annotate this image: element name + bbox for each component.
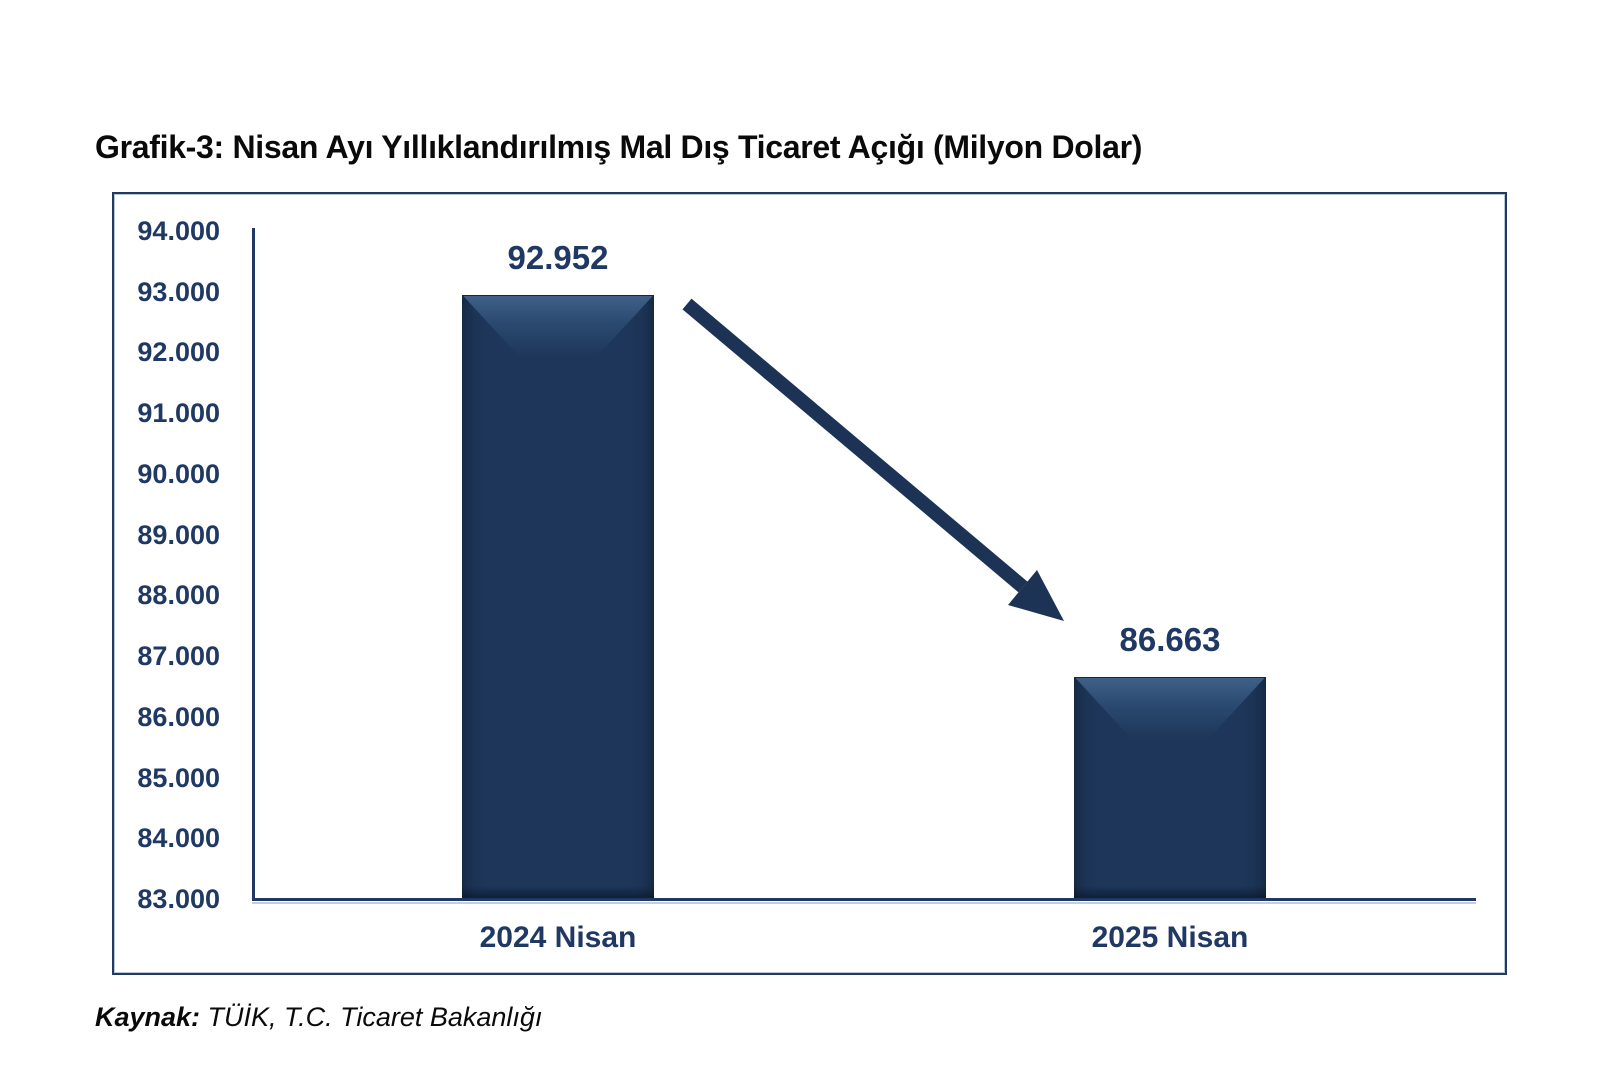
x-axis-line	[252, 898, 1476, 901]
y-tick-label-84-000: 84.000	[137, 823, 220, 854]
y-tick-label-91-000: 91.000	[137, 398, 220, 429]
y-axis-line	[252, 228, 255, 901]
source-label: Kaynak:	[95, 1002, 201, 1032]
y-tick-label-93-000: 93.000	[137, 276, 220, 307]
source-text: TÜİK, T.C. Ticaret Bakanlığı	[200, 1002, 543, 1032]
value-label-2025-nisan: 86.663	[1119, 620, 1221, 658]
source-note: Kaynak: TÜİK, T.C. Ticaret Bakanlığı	[95, 1002, 542, 1033]
bar-2025-nisan	[1074, 676, 1266, 900]
y-tick-label-87-000: 87.000	[137, 641, 220, 672]
y-tick-label-89-000: 89.000	[137, 519, 220, 550]
x-axis-shadow-line	[252, 902, 1476, 904]
value-label-2024-nisan: 92.952	[507, 238, 609, 276]
y-tick-label-92-000: 92.000	[137, 337, 220, 368]
y-tick-label-86-000: 86.000	[137, 701, 220, 732]
y-tick-label-83-000: 83.000	[137, 884, 220, 914]
bar-2024-nisan	[462, 294, 654, 900]
y-tick-label-94-000: 94.000	[137, 216, 220, 246]
plot-area: 94.000 93.000 92.000 91.000 90.000 89.000 88.0…	[114, 194, 1505, 973]
y-tick-label-85-000: 85.000	[137, 762, 220, 793]
y-tick-label-90-000: 90.000	[137, 458, 220, 489]
category-label-2025-nisan: 2025 Nisan	[1091, 921, 1249, 954]
chart-frame: 94.000 93.000 92.000 91.000 90.000 89.000 88.0…	[112, 192, 1507, 975]
chart-title: Grafik-3: Nisan Ayı Yıllıklandırılmış Ma…	[95, 129, 1143, 165]
category-label-2024-nisan: 2024 Nisan	[479, 921, 637, 954]
y-tick-label-88-000: 88.000	[137, 580, 220, 611]
decrease-arrow	[682, 298, 1064, 621]
